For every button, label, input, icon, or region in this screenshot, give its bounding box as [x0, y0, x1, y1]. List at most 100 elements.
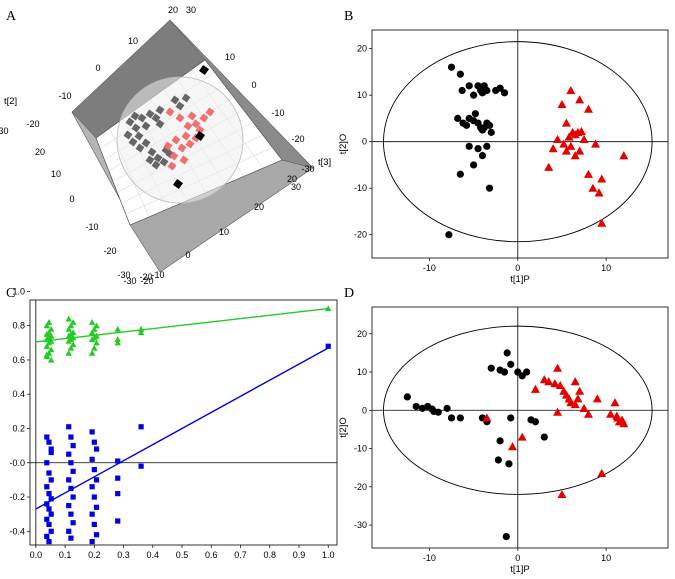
grey-point	[135, 143, 145, 153]
y-tick-label: -30	[354, 520, 367, 530]
tick-left-lower: -10	[85, 222, 98, 232]
q2-square-marker	[44, 460, 50, 466]
triangle-marker	[575, 146, 585, 155]
circle-marker	[430, 407, 438, 416]
triangle-marker	[553, 134, 563, 143]
y-tick-label: 0.6	[12, 355, 25, 365]
triangle-marker	[555, 380, 565, 390]
tick-right-lower: 0	[185, 250, 190, 260]
triangle-marker	[583, 409, 593, 418]
panel-b-score-plot: -10 0 10 20 10 0 -10 -20 t[1]P t[2]O	[338, 29, 669, 285]
q2-square-marker	[89, 484, 95, 490]
pink-point	[181, 131, 191, 141]
tick-right-outer: 20	[287, 174, 297, 184]
r2-triangle-marker	[47, 325, 55, 332]
circle-marker	[485, 121, 494, 129]
pink-point	[183, 121, 193, 131]
y-tick-label: -20	[354, 482, 367, 492]
r2-triangle-marker	[65, 349, 72, 356]
circle-marker	[483, 86, 491, 95]
tick-top-outer: 30	[186, 5, 196, 15]
circle-marker	[447, 63, 456, 71]
triangle-marker	[557, 489, 567, 499]
circle-marker	[454, 114, 462, 123]
triangle-marker	[570, 151, 580, 160]
axis-label-t2: t[2]	[4, 96, 17, 107]
tick-left-lower: 20	[35, 147, 45, 157]
tick-right-outer: 30	[291, 182, 301, 192]
grey-point	[131, 123, 141, 133]
r2-triangle-marker	[93, 322, 100, 329]
q2-square-marker	[93, 477, 100, 483]
pink-point	[171, 135, 181, 145]
tick-bottom: -30	[123, 276, 136, 286]
triangle-marker	[606, 409, 616, 418]
tick-right-lower: 20	[254, 202, 264, 212]
r2-triangle-marker	[43, 343, 51, 349]
q2-square-marker	[68, 511, 74, 517]
circle-marker	[540, 433, 548, 441]
r2-triangle-marker	[114, 325, 121, 332]
r2-triangle-marker	[137, 329, 145, 336]
q2-square-marker	[46, 538, 52, 545]
pink-point	[205, 107, 215, 117]
grey-point	[141, 138, 151, 148]
r2-triangle-marker	[324, 305, 332, 312]
pink-point	[195, 125, 205, 135]
triangle-marker	[613, 413, 623, 422]
tick-top-right: -10	[271, 108, 284, 118]
grey-point	[181, 93, 191, 103]
triangle-marker	[575, 95, 585, 104]
tick-left-lower: 10	[51, 169, 61, 179]
y-tick-label: -0.4	[9, 526, 25, 536]
r2-triangle-marker	[93, 332, 100, 339]
triangle-marker	[576, 126, 586, 136]
r2-triangle-marker	[88, 349, 96, 356]
triangle-marker	[482, 413, 492, 422]
circle-marker	[462, 121, 471, 129]
tick-top-outer: 20	[168, 5, 178, 15]
black-point	[194, 130, 206, 142]
plot-frame	[29, 299, 338, 546]
x-tick-label: -10	[423, 553, 436, 563]
pink-point	[177, 143, 187, 153]
y-tick-label: -0.2	[9, 492, 25, 502]
y-tick-label: 0.2	[12, 423, 25, 433]
circle-marker	[527, 416, 535, 424]
q2-square-marker	[93, 446, 100, 452]
y-tick-label: -10	[354, 183, 367, 193]
sphere-points	[123, 64, 215, 190]
circle-marker	[523, 368, 531, 376]
circle-marker	[470, 161, 478, 169]
y-tick-label: -10	[354, 444, 367, 454]
y-tick-label: 10	[357, 90, 367, 100]
triangle-marker	[553, 407, 563, 416]
x-tick-label: 0.0	[30, 550, 43, 560]
pink-point	[179, 155, 189, 165]
y-tick-label: 1.0	[12, 286, 25, 296]
y-tick-label: 0.4	[12, 389, 25, 399]
triangle-marker	[561, 146, 571, 155]
q2-square-marker	[46, 470, 52, 476]
q2-square-marker	[115, 475, 121, 481]
triangle-marker	[561, 118, 571, 127]
triangle-marker	[583, 104, 593, 113]
black-point	[198, 64, 210, 76]
triangle-marker	[557, 99, 567, 109]
triangle-marker	[570, 377, 580, 386]
x-tick-label: 0.4	[147, 550, 160, 560]
hotelling-ellipse	[383, 325, 653, 495]
triangle-marker	[579, 403, 589, 412]
circle-marker	[465, 82, 473, 90]
x-tick-label: 0.9	[293, 550, 306, 560]
grey-point	[141, 121, 151, 131]
panel-label-c: C	[6, 286, 15, 301]
q2-square-marker	[70, 494, 76, 500]
triangle-marker	[597, 468, 607, 478]
q2-square-marker	[91, 467, 97, 473]
q2-square-marker	[68, 535, 74, 541]
r2-triangle-marker	[65, 315, 72, 322]
grey-point	[134, 131, 144, 141]
q2-square-marker	[46, 439, 52, 445]
